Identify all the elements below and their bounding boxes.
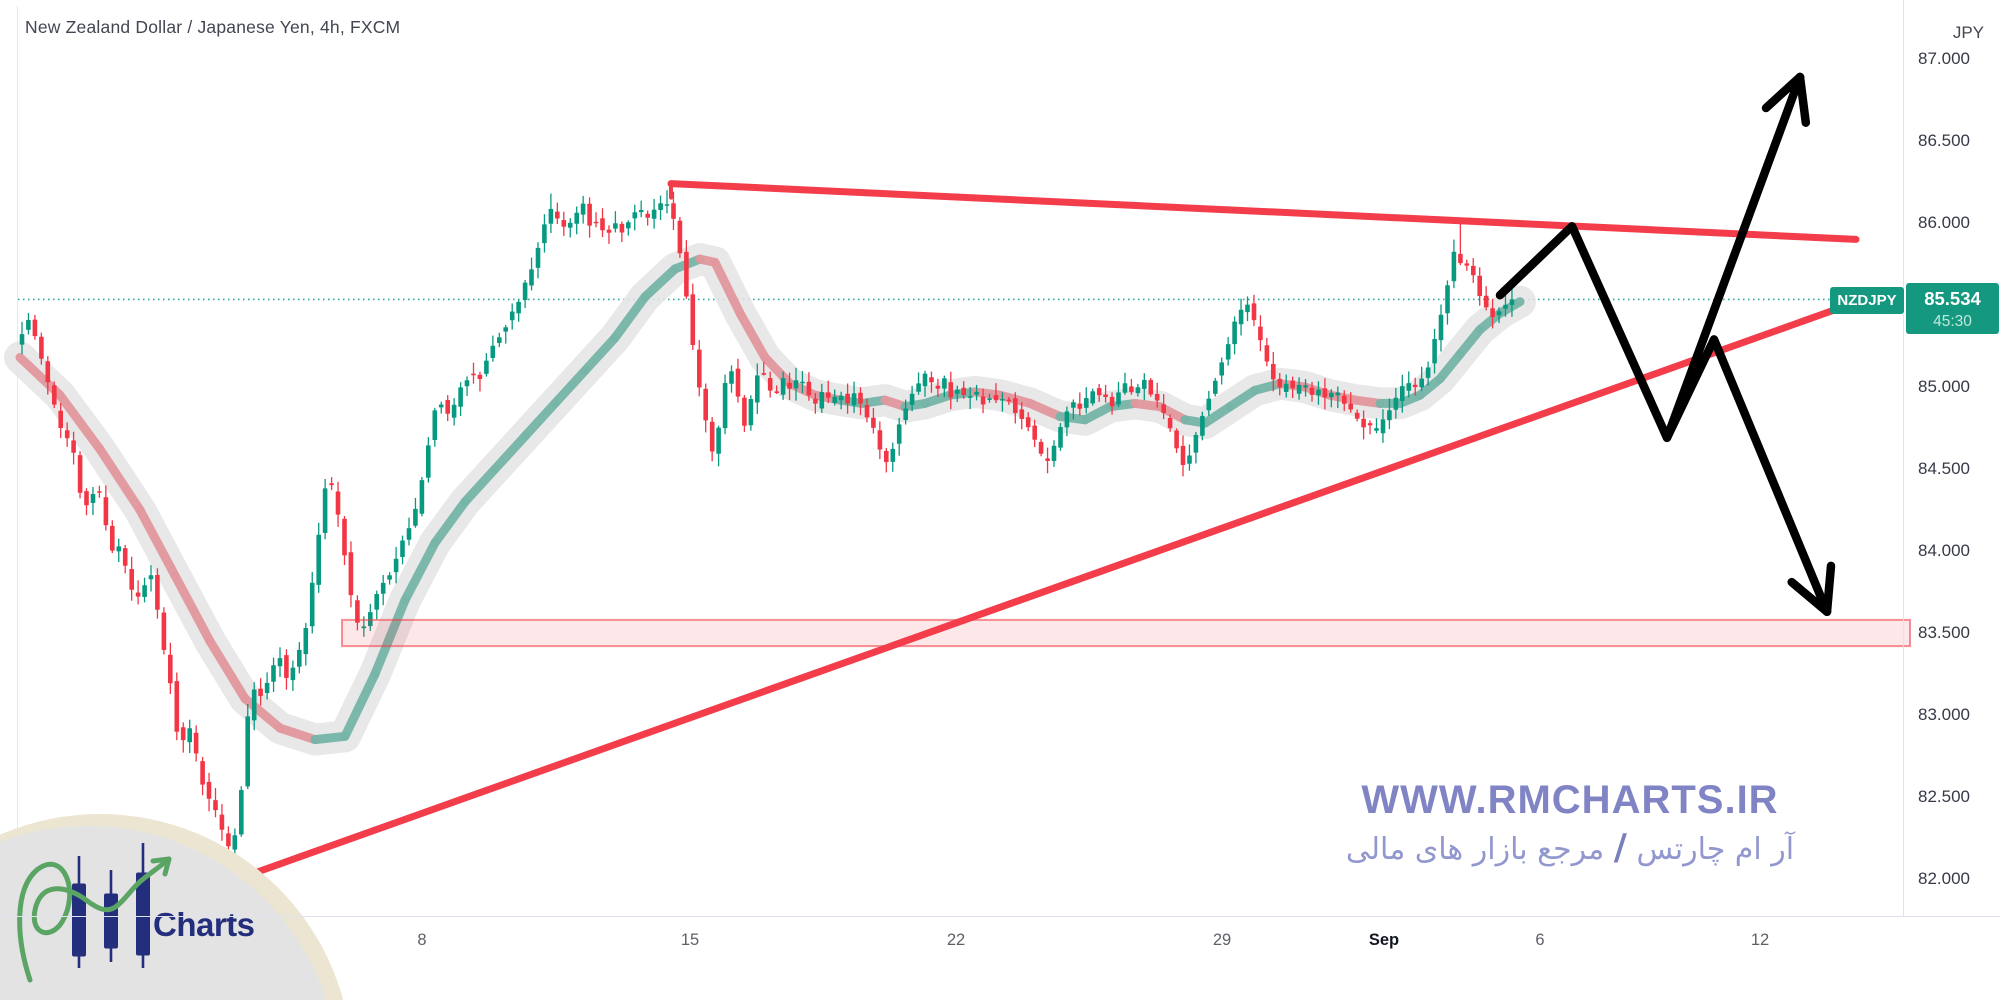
price-axis[interactable]: 87.000 86.500 86.000 85.000 84.500 84.000 83.5… [1903, 0, 2000, 916]
y-axis-tick: 84.000 [1918, 541, 1970, 560]
x-axis-tick: 6 [1535, 931, 1545, 949]
time-axis[interactable]: 8 15 22 29 Sep 6 12 [0, 916, 2000, 1000]
bullish-breakout-path [1495, 72, 1805, 443]
x-axis-tick: 22 [946, 931, 966, 949]
y-axis-tick: 83.000 [1918, 705, 1970, 724]
bearish-breakdown-path [1662, 335, 1832, 616]
logo-circle [0, 826, 327, 1000]
y-axis-tick: 85.000 [1918, 377, 1970, 396]
descending-resistance [667, 180, 1860, 243]
candles [19, 190, 1515, 871]
last-price-badge: 85.534 45:30 [1906, 283, 1999, 334]
logo-swoosh-arrow-icon [17, 856, 172, 983]
support-zone [341, 618, 1911, 648]
watermark-subtitle: آر ام چارتس / مرجع بازار های مالی [1330, 827, 1810, 868]
y-axis-tick: 87.000 [1918, 49, 1970, 68]
watermark-slash: / [1613, 827, 1627, 868]
y-axis-tick: 86.500 [1918, 131, 1970, 150]
y-axis-tick: 82.000 [1918, 869, 1970, 888]
y-axis-tick: 83.500 [1918, 623, 1970, 642]
y-axis-tick: 84.500 [1918, 459, 1970, 478]
x-axis-tick: Sep [1368, 931, 1400, 949]
x-axis-tick: 29 [1212, 931, 1232, 949]
ascending-support [243, 296, 1866, 880]
x-axis-tick: 15 [680, 931, 700, 949]
logo-text: Charts [153, 906, 255, 943]
currency-label: JPY [1952, 23, 1984, 42]
rmcharts-logo: Charts [0, 814, 344, 1000]
watermark: WWW.RMCHARTS.IR آر ام چارتس / مرجع بازار… [1330, 778, 1810, 868]
watermark-url: WWW.RMCHARTS.IR [1361, 778, 1779, 822]
y-axis-tick: 86.000 [1918, 213, 1970, 232]
y-axis-tick: 82.500 [1918, 787, 1970, 806]
x-axis-tick: 8 [417, 931, 427, 949]
symbol-title[interactable]: New Zealand Dollar / Japanese Yen, 4h, F… [25, 17, 401, 37]
watermark-subtitle-right: آر ام چارتس [1636, 832, 1795, 867]
watermark-subtitle-left: مرجع بازار های مالی [1345, 832, 1605, 867]
ma-ribbon [15, 254, 1525, 745]
price-line-symbol-chip: NZDJPY [1830, 287, 1904, 314]
x-axis-tick: 12 [1750, 931, 1770, 949]
bar-countdown: 45:30 [1933, 312, 1972, 330]
last-price-value: 85.534 [1924, 287, 1981, 309]
